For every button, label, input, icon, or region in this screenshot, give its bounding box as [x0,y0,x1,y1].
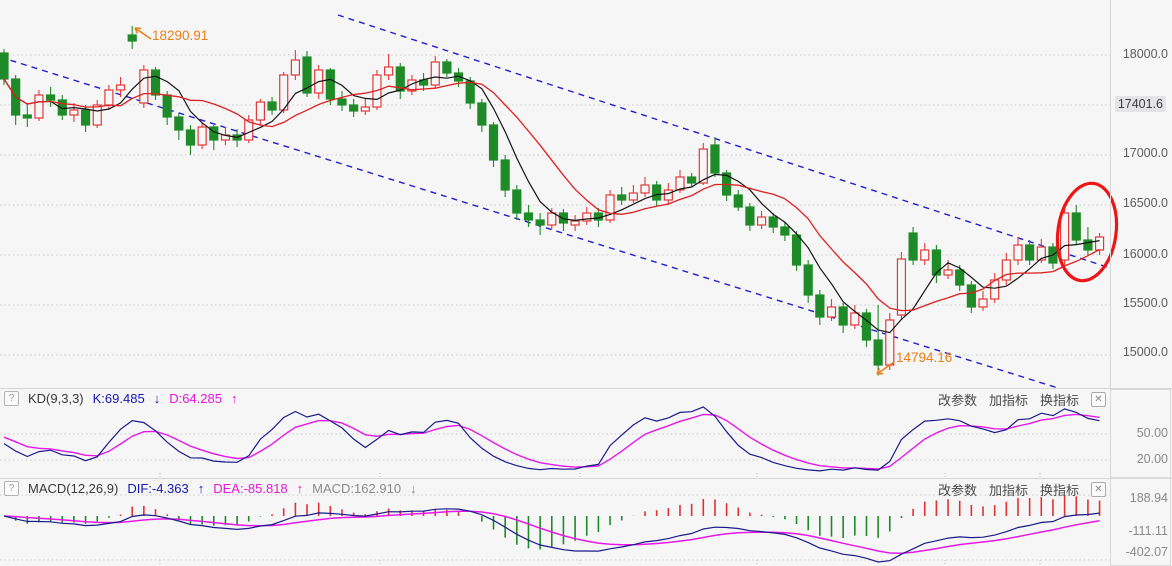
arrow-down-icon: ↓ [410,480,417,496]
kd-k-value: K:69.485 [92,390,145,406]
macd-edit-params-button[interactable]: 改参数 [937,483,977,498]
macd-switch-indicator-button[interactable]: 换指标 [1039,483,1079,498]
kd-axis-tick: 50.00 [1136,426,1168,440]
arrow-up-icon: ↑ [230,390,238,406]
price-tick: 18000.0 [1122,47,1168,61]
low-price-annotation: 14794.16 [896,350,953,365]
price-tick: 15500.0 [1122,296,1168,310]
kd-close-button[interactable]: ✕ [1091,392,1106,407]
arrow-down-icon: ↓ [153,390,161,406]
kd-axis-tick: 20.00 [1136,452,1168,466]
kd-panel-toolbar: 改参数 加指标 换指标 ✕ [938,390,1106,409]
macd-axis-tick: 188.94 [1129,491,1168,505]
kd-panel-header: ? KD(9,3,3) K:69.485 ↓ D:64.285 ↑ [4,390,237,406]
macd-title: MACD(12,26,9) [28,480,119,496]
macd-axis-box [1110,478,1171,566]
macd-panel-divider [0,478,1172,479]
arrow-up-icon: ↑ [197,480,205,496]
arrow-up-icon: ↑ [296,480,304,496]
kd-switch-indicator-button[interactable]: 换指标 [1039,393,1079,408]
help-icon[interactable]: ? [4,480,19,496]
kd-d-value: D:64.285 [169,390,222,406]
macd-add-indicator-button[interactable]: 加指标 [988,483,1028,498]
high-price-annotation: 18290.91 [152,28,209,43]
price-tick: 17000.0 [1122,146,1168,160]
price-tick: 16500.0 [1122,196,1168,210]
price-tick: 15000.0 [1122,345,1168,359]
price-axis-divider [1110,0,1111,566]
kd-add-indicator-button[interactable]: 加指标 [988,393,1028,408]
macd-panel-toolbar: 改参数 加指标 换指标 ✕ [938,480,1106,499]
kd-panel-divider [0,388,1172,389]
macd-close-button[interactable]: ✕ [1091,482,1106,497]
macd-dif-value: DIF:-4.363 [127,480,189,496]
kd-title: KD(9,3,3) [28,390,84,406]
macd-axis-tick: -402.07 [1125,545,1168,559]
price-tick: 16000.0 [1122,247,1168,261]
current-price-tag: 17401.6 [1114,96,1166,112]
macd-hist-value: MACD:162.910 [312,480,402,496]
macd-axis-tick: -111.11 [1128,524,1168,538]
macd-dea-value: DEA:-85.818 [213,480,288,496]
macd-panel-header: ? MACD(12,26,9) DIF:-4.363 ↑ DEA:-85.818… [4,480,417,496]
kd-axis-box [1110,389,1171,478]
help-icon[interactable]: ? [4,390,19,406]
kd-edit-params-button[interactable]: 改参数 [937,393,977,408]
